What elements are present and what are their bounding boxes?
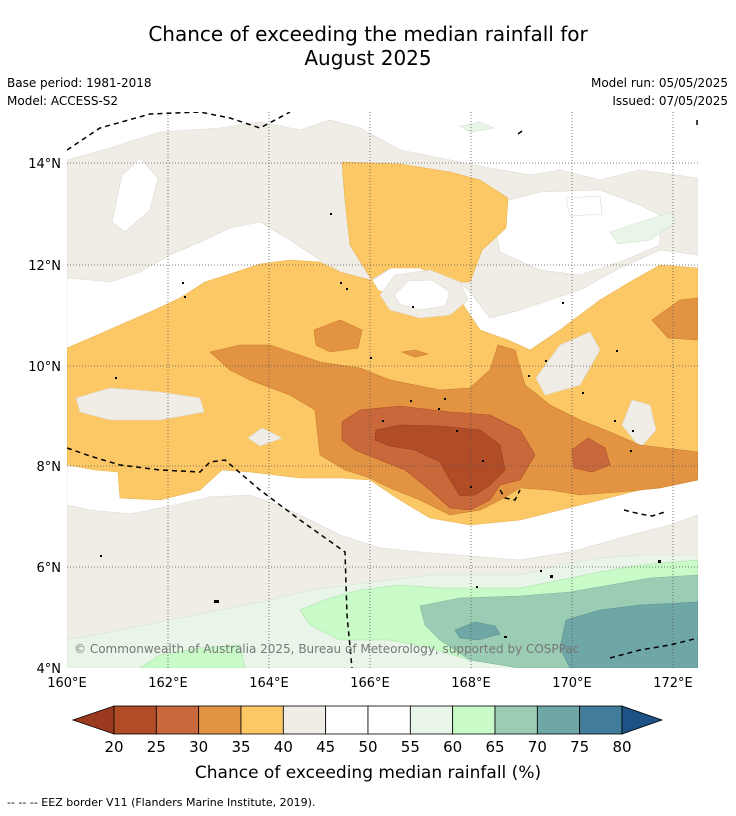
base-period: Base period: 1981-2018 — [7, 76, 152, 90]
colorbar-title: Chance of exceeding median rainfall (%) — [195, 763, 541, 783]
rainfall-map: © Commonwealth of Australia 2025, Bureau… — [67, 112, 698, 668]
colorbar-cell — [240, 705, 284, 735]
lon-tick: 164°E — [249, 676, 289, 691]
colorbar-cell — [113, 705, 157, 735]
latitude-axis: 14°N 12°N 10°N 8°N 6°N 4°N — [28, 157, 61, 677]
meta-left: Base period: 1981-2018 Model: ACCESS-S2 — [7, 74, 152, 110]
title-line-1: Chance of exceeding the median rainfall … — [148, 22, 588, 46]
lon-tick: 170°E — [552, 676, 592, 691]
region-20-25 — [374, 424, 506, 497]
colorbar: 20 25 30 35 40 45 50 55 60 65 70 75 80 Chance of exc… — [71, 705, 664, 783]
lon-tick: 172°E — [653, 676, 693, 691]
lat-tick: 4°N — [37, 662, 62, 677]
islands — [100, 213, 661, 638]
copyright-notice: © Commonwealth of Australia 2025, Bureau… — [74, 642, 579, 656]
lat-tick: 14°N — [28, 157, 61, 172]
colorbar-label: 30 — [189, 738, 208, 756]
colorbar-cell — [536, 705, 581, 735]
colorbar-cell — [409, 705, 454, 735]
colorbar-cell — [155, 705, 200, 735]
region-70-75 — [559, 601, 698, 668]
issued-date: Issued: 07/05/2025 — [612, 94, 728, 108]
colorbar-label: 45 — [316, 738, 335, 756]
colorbar-cell — [198, 705, 242, 735]
colorbar-low-arrow — [71, 705, 115, 735]
lon-tick: 168°E — [451, 676, 491, 691]
colorbar-label: 75 — [570, 738, 589, 756]
map-title: Chance of exceeding the median rainfall … — [0, 22, 736, 70]
model-run: Model run: 05/05/2025 — [590, 76, 728, 90]
region-45-55-top — [111, 157, 159, 233]
colorbar-label: 60 — [443, 738, 462, 756]
title-line-2: August 2025 — [304, 46, 432, 70]
colorbar-label: 40 — [274, 738, 293, 756]
region-60-65 — [139, 644, 246, 668]
colorbar-label: 20 — [104, 738, 123, 756]
colorbar-label: 25 — [147, 738, 166, 756]
colorbar-cell — [325, 705, 369, 735]
lat-tick: 10°N — [28, 360, 61, 375]
colorbar-label: 55 — [401, 738, 420, 756]
colorbar-label: 70 — [528, 738, 547, 756]
gridlines — [67, 112, 698, 668]
colorbar-label: 65 — [485, 738, 504, 756]
colorbar-label: 35 — [231, 738, 250, 756]
lon-tick: 166°E — [350, 676, 390, 691]
colorbar-cell — [494, 705, 538, 735]
colorbar-label: 50 — [358, 738, 377, 756]
colorbar-label: 80 — [612, 738, 631, 756]
lat-tick: 6°N — [37, 561, 62, 576]
lat-tick: 12°N — [28, 259, 61, 274]
lon-tick: 160°E — [47, 676, 87, 691]
eez-footnote: -- -- -- EEZ border V11 (Flanders Marine… — [7, 796, 316, 809]
colorbar-cell — [282, 705, 327, 735]
lon-tick: 162°E — [148, 676, 188, 691]
meta-right: Model run: 05/05/2025 Issued: 07/05/2025 — [591, 74, 728, 110]
colorbar-high-arrow — [621, 705, 664, 735]
colorbar-cell — [367, 705, 411, 735]
longitude-axis: 160°E 162°E 164°E 166°E 168°E 170°E 172°… — [47, 676, 693, 691]
colorbar-cell — [579, 705, 623, 735]
lat-tick: 8°N — [37, 460, 62, 475]
eez-border — [67, 112, 698, 668]
model-name: Model: ACCESS-S2 — [7, 94, 119, 108]
colorbar-cell — [452, 705, 496, 735]
